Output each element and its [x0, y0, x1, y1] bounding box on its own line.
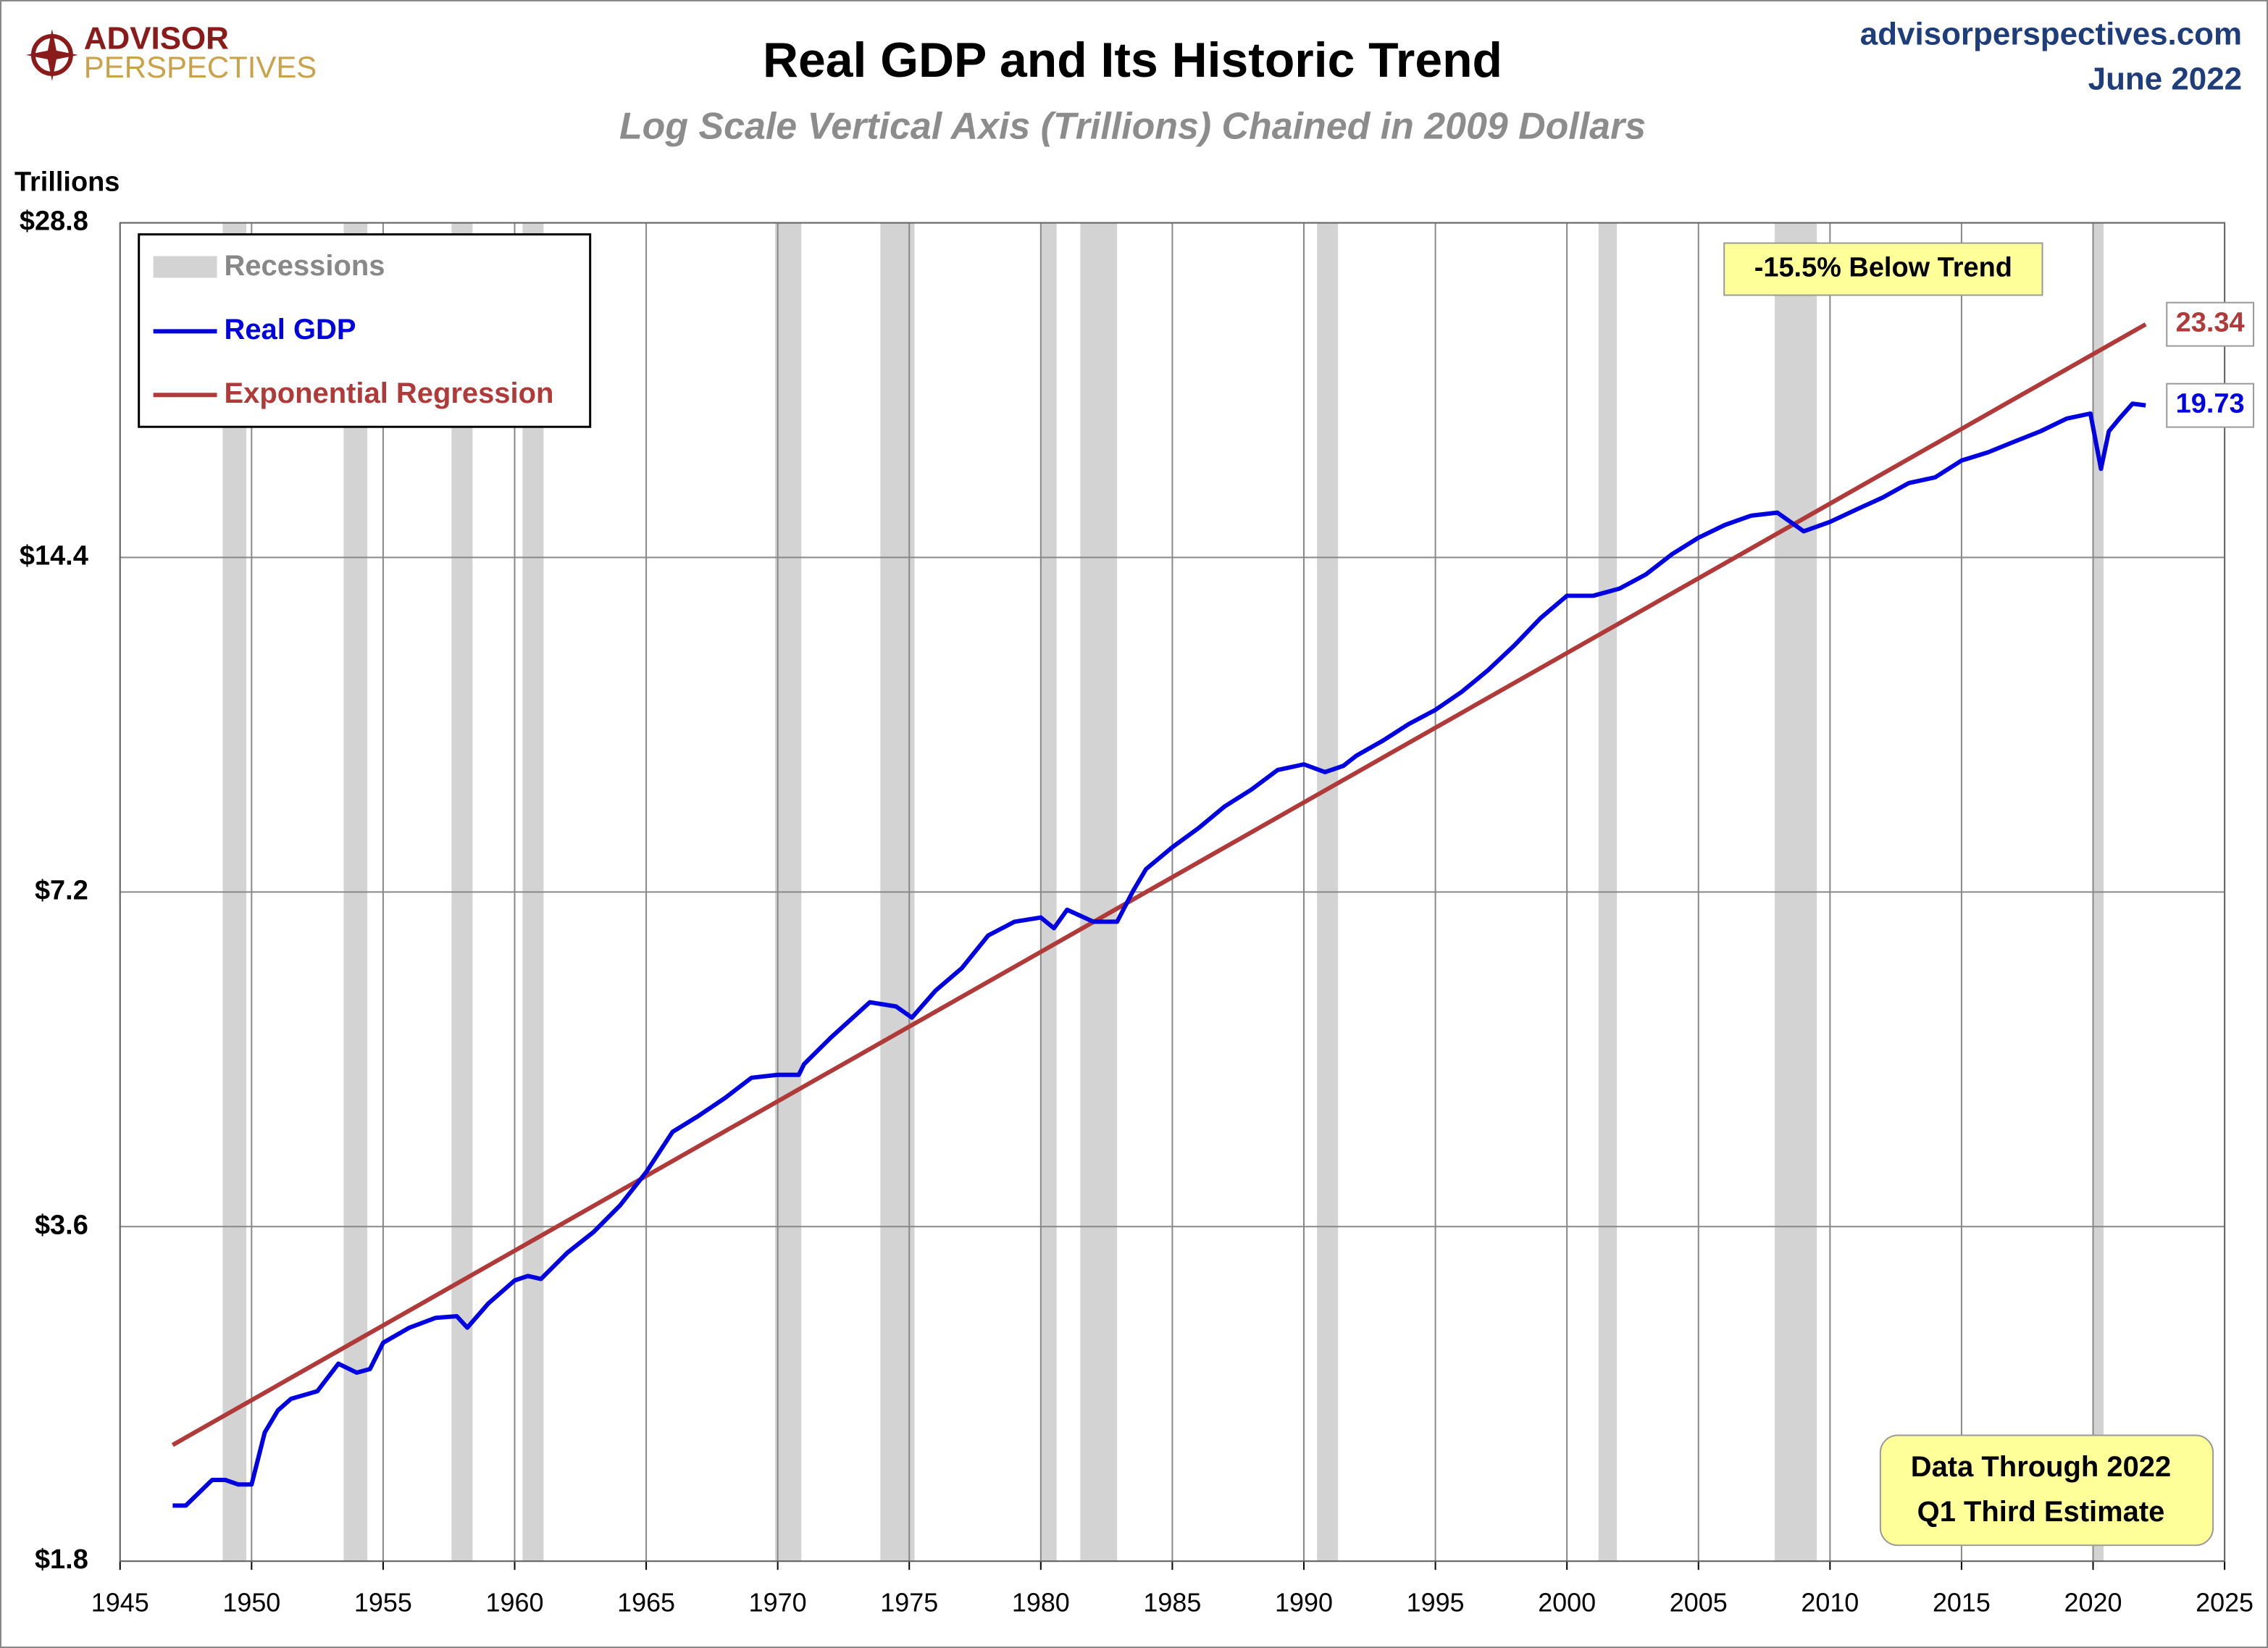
x-tick-label: 1985	[1143, 1588, 1201, 1618]
logo-star	[25, 28, 78, 81]
logo: ADVISOR PERSPECTIVES	[25, 21, 317, 84]
x-tick-label: 2005	[1670, 1588, 1728, 1618]
y-tick-label: $7.2	[35, 875, 88, 905]
x-tick-label: 1995	[1407, 1588, 1465, 1618]
x-tick-label: 2020	[2064, 1588, 2122, 1618]
annotation: Data Through 2022	[1911, 1451, 2171, 1483]
annotation: Q1 Third Estimate	[1917, 1496, 2165, 1528]
x-tick-label: 1945	[91, 1588, 149, 1618]
x-tick-label: 1975	[880, 1588, 938, 1618]
end-label-box	[2166, 301, 2255, 347]
legend-label: Recessions	[225, 250, 385, 282]
logo-top: ADVISOR	[84, 21, 229, 57]
date: June 2022	[2088, 61, 2242, 96]
x-tick-label: 1990	[1275, 1588, 1333, 1618]
end-label: 19.73	[2176, 389, 2245, 419]
x-tick-label: 2015	[1933, 1588, 1991, 1618]
end-label: 23.34	[2176, 308, 2245, 338]
series-line	[171, 322, 2147, 1447]
x-tick-label: 1980	[1012, 1588, 1070, 1618]
legend-label: Exponential Regression	[225, 377, 554, 409]
y-tick-label: $14.4	[20, 540, 88, 571]
x-tick-label: 1960	[486, 1588, 544, 1618]
end-label-box	[2166, 382, 2255, 428]
annotation-box	[1879, 1434, 2214, 1547]
x-tick-label: 2025	[2196, 1588, 2254, 1618]
chart-title: Real GDP and Its Historic Trend	[763, 33, 1502, 88]
y-tick-label: $3.6	[35, 1210, 88, 1240]
series-line	[172, 401, 2146, 1508]
annotation-box	[1723, 242, 2043, 296]
y-axis-label: Trillions	[14, 167, 120, 198]
x-tick-label: 1950	[222, 1588, 280, 1618]
x-tick-label: 2010	[1801, 1588, 1859, 1618]
x-tick-label: 1965	[617, 1588, 675, 1618]
chart-subtitle: Log Scale Vertical Axis (Trillions) Chai…	[619, 105, 1646, 147]
y-tick-label: $1.8	[35, 1544, 88, 1575]
site: advisorperspectives.com	[1860, 17, 2242, 52]
annotation: -15.5% Below Trend	[1754, 253, 2012, 283]
logo-bottom: PERSPECTIVES	[84, 50, 317, 84]
x-tick-label: 1955	[354, 1588, 412, 1618]
x-tick-label: 2000	[1538, 1588, 1596, 1618]
x-tick-label: 1970	[749, 1588, 807, 1618]
legend-swatch	[153, 256, 217, 278]
plot-border	[119, 222, 2226, 1563]
legend-label: Real GDP	[225, 314, 356, 346]
y-tick-label: $28.8	[20, 206, 88, 237]
